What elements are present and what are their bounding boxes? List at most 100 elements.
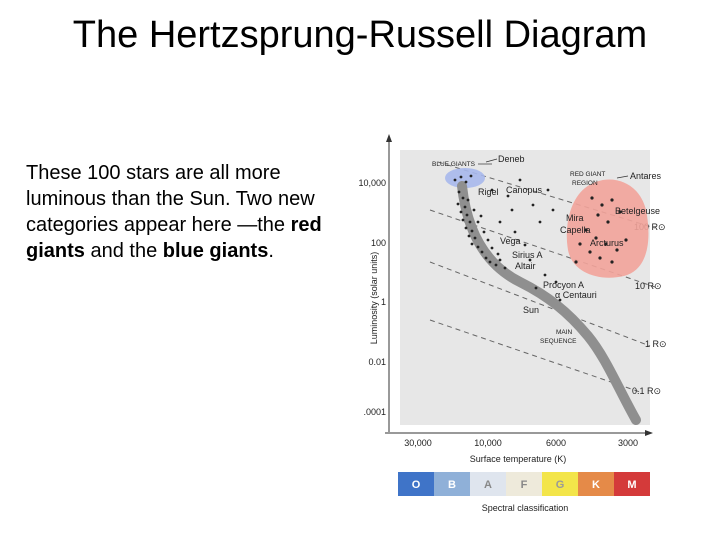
star-dot [531, 203, 535, 207]
star-label: Canopus [506, 185, 543, 195]
radius-label: 10 R⊙ [635, 281, 662, 291]
star-dot [618, 210, 622, 214]
star-dot [615, 248, 619, 252]
y-tick-label: 10,000 [358, 178, 386, 188]
y-tick-label: .0001 [363, 407, 386, 417]
star-dot [584, 228, 588, 232]
spectral-letter: B [448, 479, 456, 491]
star-dot [479, 214, 483, 218]
star-dot [534, 286, 538, 290]
spectral-letter: G [556, 479, 565, 491]
star-dot [558, 298, 562, 302]
star-dot [574, 260, 578, 264]
star-dot [463, 205, 467, 209]
star-dots [453, 174, 628, 302]
star-dot [554, 280, 558, 284]
star-dot [480, 250, 484, 254]
star-dot [482, 230, 486, 234]
star-dot [470, 242, 474, 246]
star-dot [624, 238, 628, 242]
star-dot [596, 213, 600, 217]
spectral-classification-bar: O B A F G K M [398, 472, 650, 496]
star-dot [588, 250, 592, 254]
main-sequence-label-2: SEQUENCE [540, 338, 577, 345]
body-text-part1: These 100 stars are all more luminous th… [26, 162, 315, 236]
spectral-class-f [506, 472, 542, 496]
star-dot [490, 188, 494, 192]
star-dot [513, 230, 517, 234]
spectral-classification-label: Spectral classification [482, 503, 569, 513]
x-tick-label: 3000 [618, 438, 638, 448]
spectral-class-k [578, 472, 614, 496]
star-label: Deneb [498, 154, 525, 164]
slide-body-text: These 100 stars are all more luminous th… [26, 160, 346, 264]
star-dot [523, 243, 527, 247]
star-dot [459, 175, 463, 179]
star-dot [461, 218, 465, 222]
star-dot [528, 258, 532, 262]
star-dot [610, 198, 614, 202]
red-giant-region [566, 179, 649, 278]
star-dot [543, 273, 547, 277]
star-label: Procyon A [543, 280, 584, 290]
star-dot [464, 180, 468, 184]
slide-title: The Hertzsprung-Russell Diagram [72, 14, 648, 56]
star-dot [496, 252, 500, 256]
star-dot [503, 266, 507, 270]
red-giants-term: red giants [26, 214, 322, 262]
x-tick-label: 6000 [546, 438, 566, 448]
star-dot [461, 196, 465, 200]
y-axis-label: Luminosity (solar units) [369, 252, 379, 345]
radius-label: 100 R⊙ [634, 222, 666, 232]
spectral-letter: M [627, 479, 636, 491]
star-label: Antares [630, 171, 662, 181]
blue-giants-region [445, 168, 485, 188]
star-dot [546, 188, 550, 192]
star-dot [551, 208, 555, 212]
star-dot [510, 208, 514, 212]
star-dot [467, 234, 471, 238]
star-label: Sirius A [512, 250, 543, 260]
x-tick-label: 10,000 [474, 438, 502, 448]
x-axis-label: Surface temperature (K) [470, 454, 567, 464]
star-dot [464, 226, 468, 230]
spectral-letter: F [521, 479, 528, 491]
y-tick-label: 100 [371, 238, 386, 248]
star-label: Capella [560, 225, 591, 235]
body-text-part2: and the [84, 240, 163, 262]
star-dot [465, 213, 469, 217]
blue-giants-label: BLUE GIANTS [432, 161, 476, 168]
star-dot [538, 220, 542, 224]
star-dot [578, 242, 582, 246]
radius-label: 0.1 R⊙ [632, 386, 661, 396]
radius-line-1 [429, 261, 651, 347]
star-label: Betelgeuse [615, 206, 660, 216]
star-dot [490, 246, 494, 250]
radius-line-0-1 [429, 319, 641, 393]
blue-giants-term: blue giants [162, 240, 269, 262]
star-dot [456, 202, 460, 206]
x-axis [385, 430, 653, 436]
star-dot [453, 178, 457, 182]
star-dot [470, 229, 474, 233]
star-dot [518, 178, 522, 182]
spectral-letter: A [484, 479, 492, 491]
star-label: Arcturus [590, 238, 624, 248]
radius-label: 1 R⊙ [645, 339, 667, 349]
main-sequence-label: MAIN [556, 329, 573, 336]
spectral-letter: K [592, 479, 600, 491]
star-dot [498, 220, 502, 224]
star-label: Rigel [478, 187, 499, 197]
star-label: α Centauri [555, 290, 597, 300]
star-label: Mira [566, 213, 584, 223]
red-giant-region-label: REGION [572, 180, 598, 187]
star-label: Vega [500, 236, 521, 246]
y-tick-label: 0.01 [368, 357, 386, 367]
spectral-class-o [398, 472, 434, 496]
spectral-class-g [542, 472, 578, 496]
star-label: Sun [523, 305, 539, 315]
star-dot [472, 208, 476, 212]
star-dot [473, 236, 477, 240]
star-dot [486, 238, 490, 242]
